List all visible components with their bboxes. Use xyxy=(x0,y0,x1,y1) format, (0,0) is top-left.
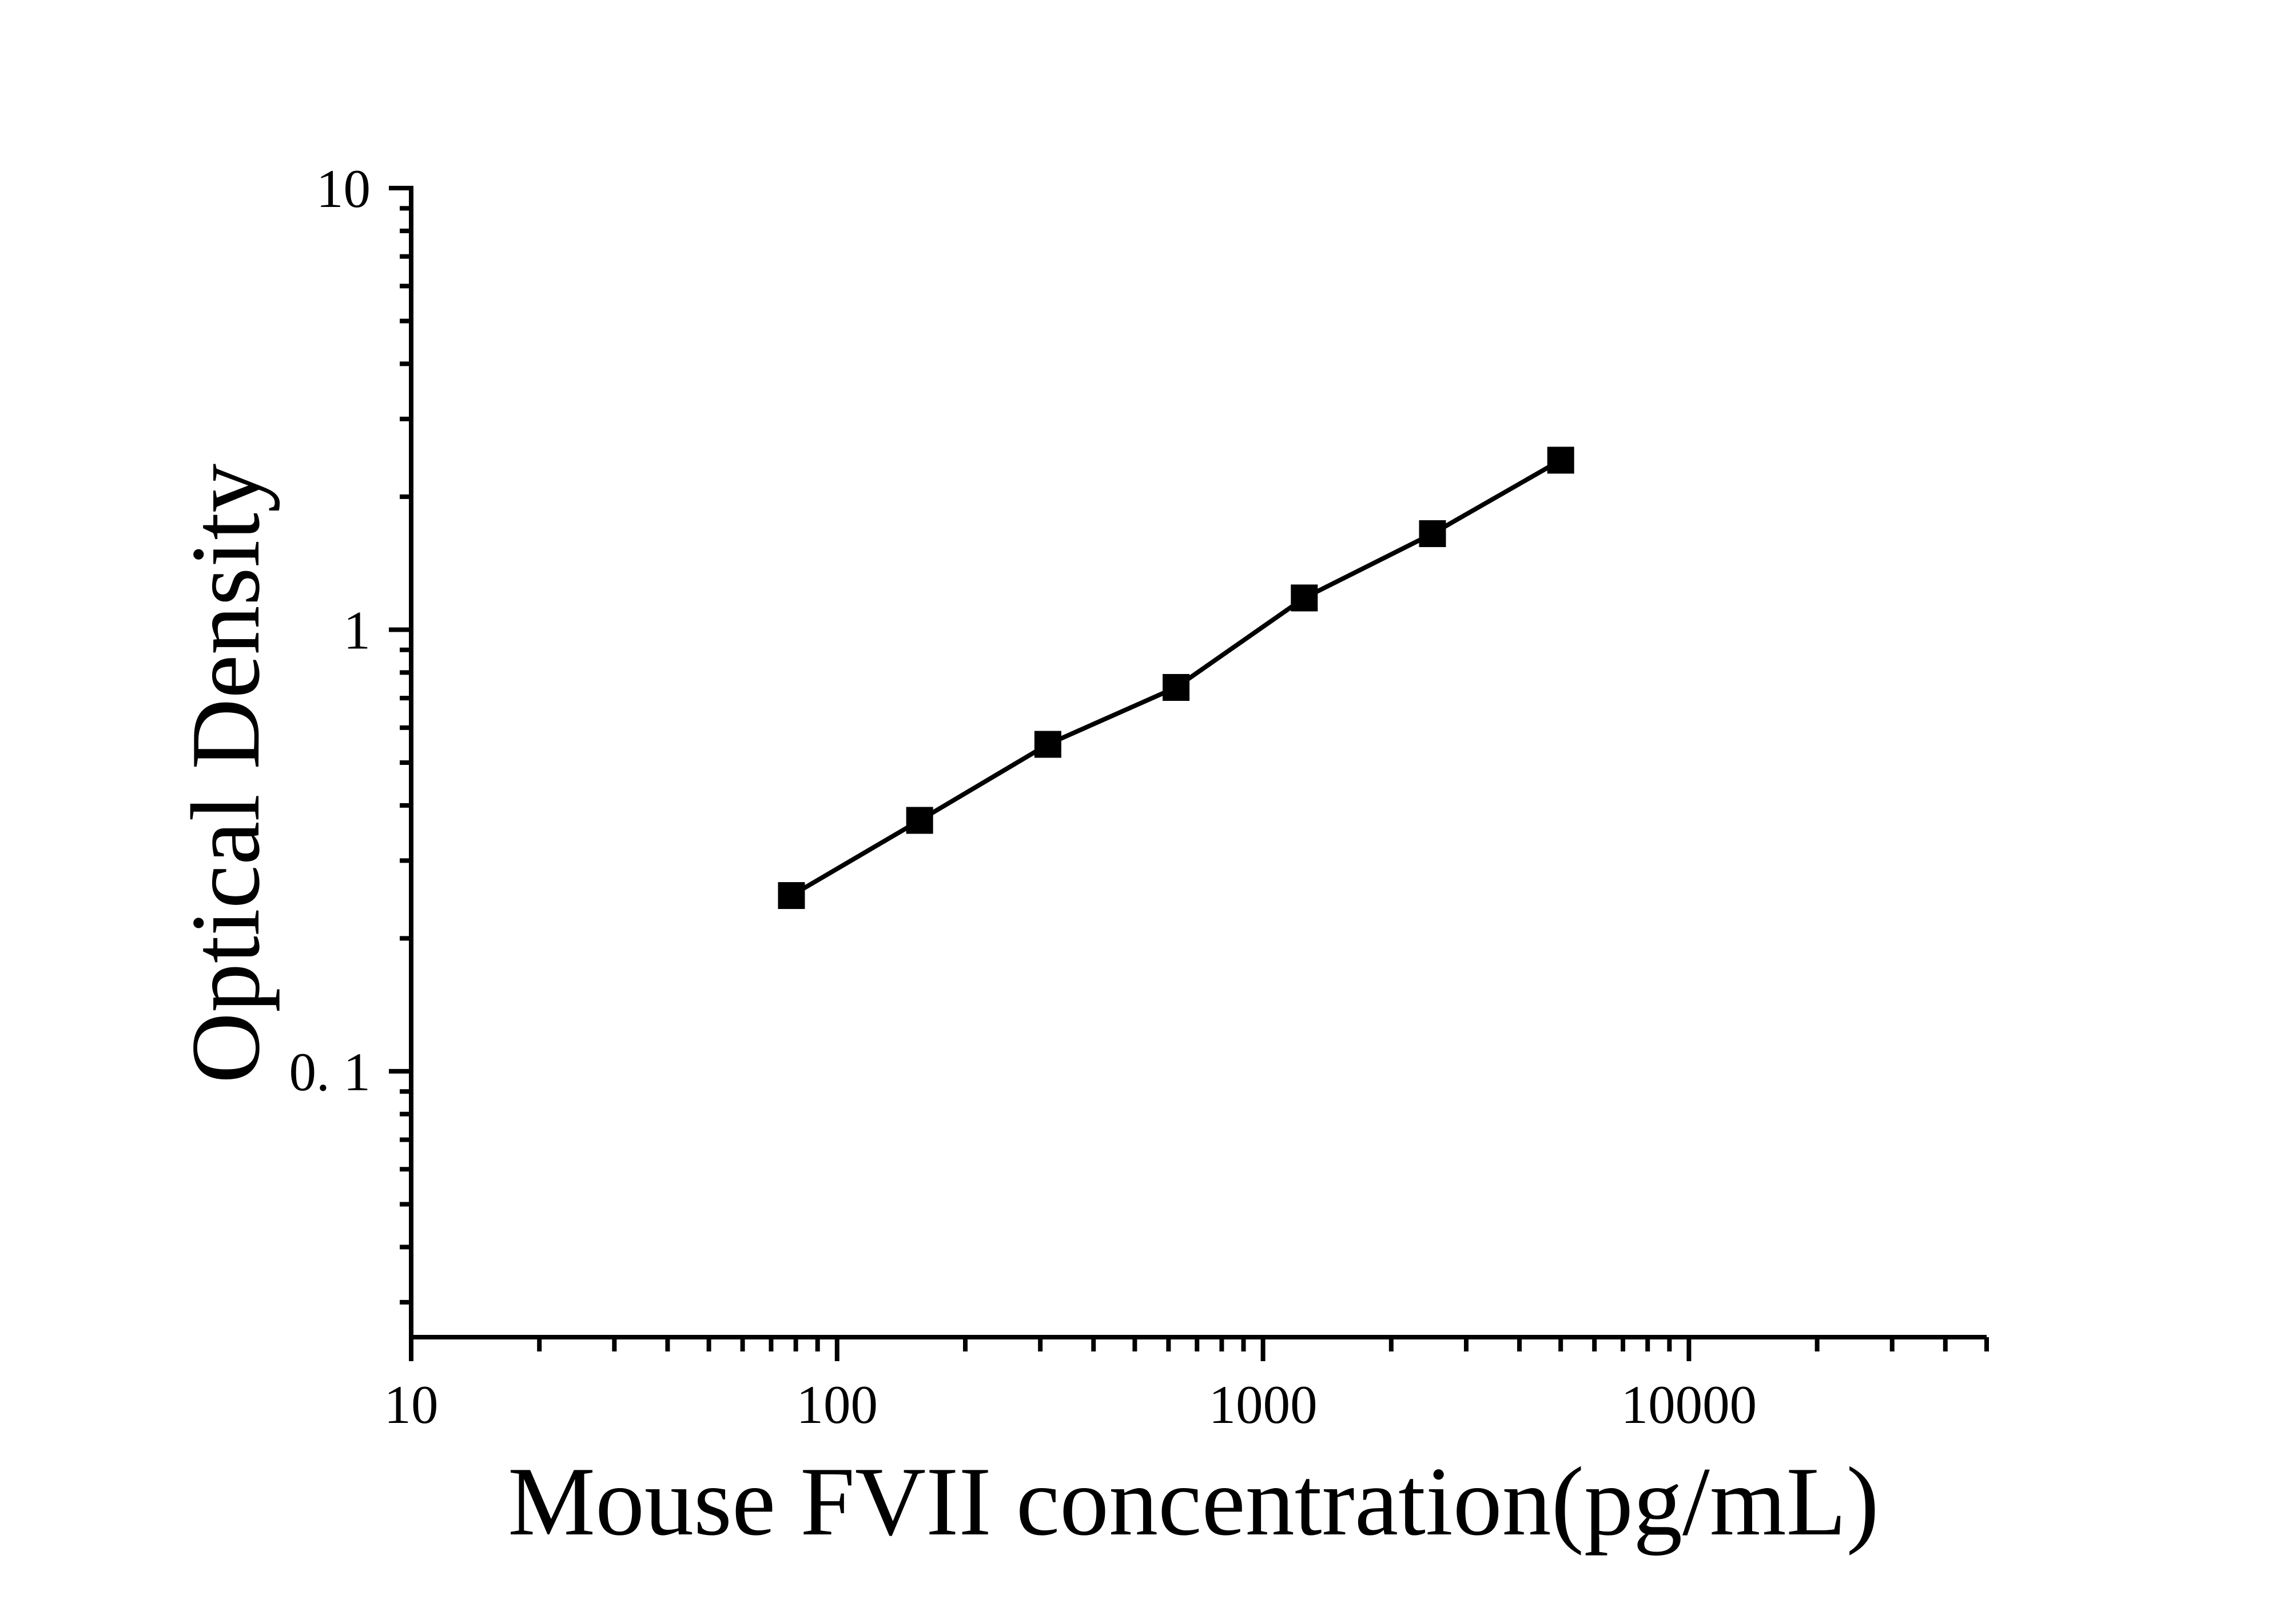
data-point-marker xyxy=(1419,520,1446,547)
y-axis-ticks xyxy=(389,186,411,1305)
x-axis-title: Mouse FVII concentration(pg/mL) xyxy=(508,1448,1879,1556)
x-axis-ticks xyxy=(409,1337,1989,1361)
series-standard-curve xyxy=(778,446,1574,910)
x-tick-label: 10 xyxy=(384,1374,439,1435)
x-tick-label: 1000 xyxy=(1209,1374,1318,1435)
series-markers xyxy=(778,446,1574,910)
data-point-marker xyxy=(1034,731,1061,758)
x-axis: 10 100 1000 10000 xyxy=(384,1335,1989,1435)
data-point-marker xyxy=(1291,584,1318,612)
x-tick-label: 10000 xyxy=(1621,1374,1757,1435)
y-tick-label: 0. 1 xyxy=(289,1042,371,1102)
y-tick-label: 10 xyxy=(316,158,371,219)
x-tick-label: 100 xyxy=(797,1374,878,1435)
data-point-marker xyxy=(906,807,933,834)
data-point-marker xyxy=(1547,446,1574,474)
y-axis-title: Optical Density xyxy=(172,464,280,1083)
y-axis: 10 1 0. 1 xyxy=(289,158,413,1339)
y-tick-label: 1 xyxy=(344,600,371,660)
data-point-marker xyxy=(1163,673,1190,701)
data-point-marker xyxy=(778,882,805,910)
